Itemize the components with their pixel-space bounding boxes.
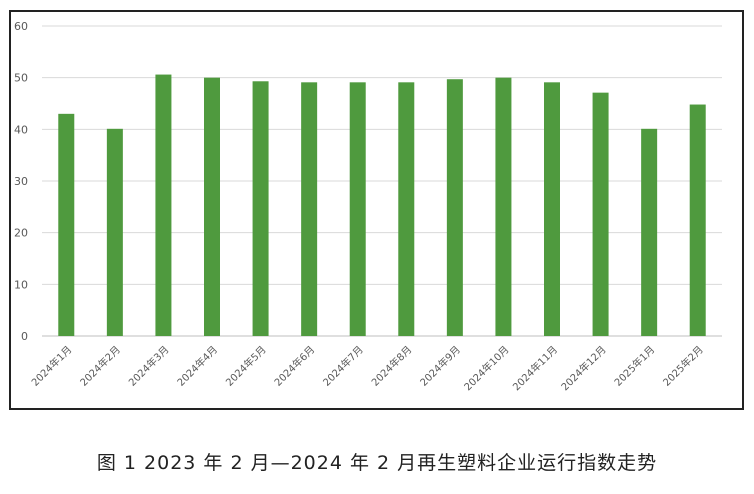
- bar: [641, 128, 658, 336]
- bar: [495, 77, 512, 337]
- x-tick-label: 2024年6月: [271, 343, 317, 389]
- bar: [689, 104, 706, 337]
- bar: [252, 81, 269, 337]
- x-tick-label: 2025年1月: [611, 343, 657, 389]
- x-tick-label: 2024年12月: [558, 343, 608, 393]
- bar: [398, 82, 415, 336]
- y-tick-label: 60: [14, 20, 28, 33]
- x-tick-label: 2024年5月: [223, 343, 269, 389]
- figure-caption: 图 1 2023 年 2 月—2024 年 2 月再生塑料企业运行指数走势: [96, 452, 658, 474]
- y-tick-label: 30: [14, 175, 28, 188]
- y-tick-label: 50: [14, 72, 28, 85]
- bar: [58, 113, 75, 336]
- x-tick-label: 2024年10月: [461, 343, 511, 393]
- x-tick-label: 2024年2月: [77, 343, 123, 389]
- bar: [106, 128, 123, 336]
- chart-frame: [9, 10, 744, 410]
- x-tick-label: 2024年1月: [29, 343, 75, 389]
- bar: [301, 82, 318, 336]
- bar: [204, 77, 220, 337]
- x-tick-label: 2025年2月: [660, 343, 706, 389]
- y-tick-label: 40: [14, 123, 28, 136]
- bar: [349, 82, 366, 336]
- x-tick-label: 2024年8月: [369, 343, 415, 389]
- bar: [155, 74, 172, 337]
- x-tick-label: 2024年7月: [320, 343, 366, 389]
- x-tick-label: 2024年9月: [417, 343, 463, 389]
- y-tick-label: 10: [14, 278, 28, 291]
- bar: [544, 82, 560, 336]
- x-tick-label: 2024年4月: [174, 343, 220, 389]
- y-tick-label: 20: [14, 227, 28, 240]
- x-tick-label: 2024年3月: [126, 343, 172, 389]
- bar: [592, 92, 609, 337]
- y-tick-label: 0: [21, 330, 28, 343]
- bar: [446, 79, 463, 336]
- x-tick-label: 2024年11月: [510, 343, 560, 393]
